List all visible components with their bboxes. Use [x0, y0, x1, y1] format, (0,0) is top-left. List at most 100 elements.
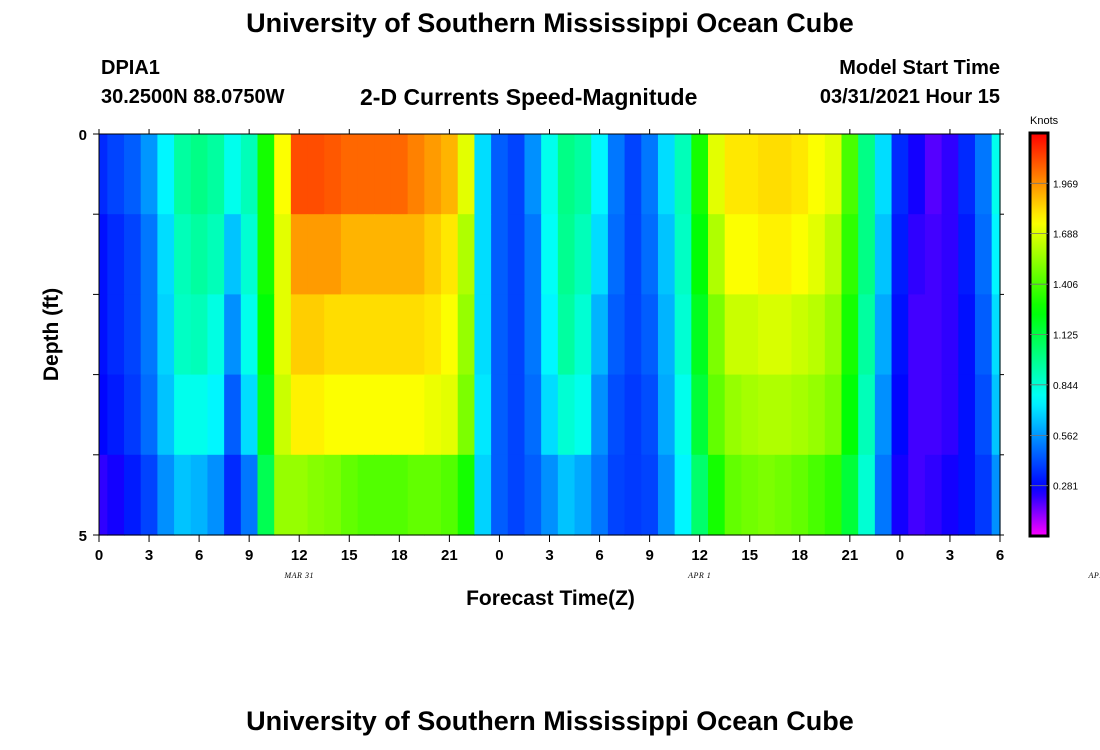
heatmap-cell	[374, 454, 392, 536]
x-tick-label: 6	[996, 547, 1004, 564]
heatmap-cell	[858, 374, 876, 456]
heatmap-cell	[491, 134, 509, 215]
heatmap-cell	[641, 374, 659, 456]
heatmap-cell	[257, 374, 275, 456]
x-tick-label: 9	[245, 547, 253, 564]
heatmap-cell	[858, 294, 876, 376]
heatmap-cell	[741, 214, 759, 295]
heatmap-cell	[574, 214, 592, 295]
heatmap-cell	[758, 134, 776, 215]
x-tick-label: 18	[791, 547, 808, 564]
heatmap-cell	[874, 214, 893, 295]
heatmap-cell	[290, 454, 309, 536]
heatmap-cell	[424, 374, 442, 456]
heatmap-cell	[307, 454, 325, 536]
x-axis-label: Forecast Time(Z)	[466, 587, 635, 610]
heatmap-cell	[541, 134, 559, 215]
heatmap-cell	[724, 294, 742, 376]
heatmap-cell	[808, 454, 826, 536]
heatmap-cell	[674, 214, 692, 295]
heatmap-cell	[524, 294, 542, 376]
heatmap-cell	[424, 214, 442, 295]
heatmap-cell	[991, 374, 1001, 456]
heatmap-cell	[474, 454, 492, 536]
x-tick-label: 15	[741, 547, 758, 564]
heatmap-cell	[290, 374, 309, 456]
heatmap-cell	[541, 294, 559, 376]
heatmap-cell	[874, 134, 893, 215]
heatmap-cell	[357, 134, 375, 215]
heatmap-cells	[99, 134, 1001, 536]
heatmap-cell	[207, 374, 225, 456]
heatmap-cell	[390, 214, 409, 295]
heatmap-cell	[174, 134, 192, 215]
heatmap-cell	[774, 374, 793, 456]
heatmap-cell	[958, 374, 976, 456]
heatmap-cell	[574, 374, 592, 456]
heatmap-cell	[274, 214, 292, 295]
heatmap-cell	[424, 294, 442, 376]
heatmap-cell	[441, 134, 459, 215]
heatmap-cell	[657, 454, 676, 536]
heatmap-cell	[908, 454, 926, 536]
heatmap-cell	[207, 214, 225, 295]
heatmap-cell	[290, 214, 309, 295]
heatmap-cell	[491, 454, 509, 536]
heatmap-cell	[924, 214, 943, 295]
heatmap-cell	[607, 214, 626, 295]
x-tick-label: 3	[946, 547, 954, 564]
heatmap-cell	[858, 214, 876, 295]
heatmap-cell	[507, 294, 526, 376]
heatmap-cell	[340, 214, 359, 295]
model-start-label: Model Start Time	[839, 57, 1000, 79]
heatmap-cell	[641, 134, 659, 215]
heatmap-cell	[257, 294, 275, 376]
heatmap-cell	[307, 374, 325, 456]
heatmap-cell	[307, 214, 325, 295]
heatmap-cell	[474, 134, 492, 215]
heatmap-cell	[357, 374, 375, 456]
heatmap-cell	[274, 134, 292, 215]
heatmap-cell	[808, 374, 826, 456]
heatmap-cell	[991, 454, 1001, 536]
heatmap-cell	[924, 294, 943, 376]
heatmap-cell	[708, 134, 726, 215]
heatmap-cell	[274, 294, 292, 376]
heatmap-cell	[874, 454, 893, 536]
heatmap-cell	[274, 374, 292, 456]
y-tick-label: 0	[79, 127, 87, 144]
x-tick-label: 12	[291, 547, 308, 564]
x-tick-label: 21	[841, 547, 858, 564]
heatmap-cell	[808, 214, 826, 295]
heatmap-cell	[107, 454, 125, 536]
heatmap-cell	[107, 294, 125, 376]
heatmap-cell	[591, 134, 609, 215]
heatmap-cell	[390, 294, 409, 376]
y-tick-label: 5	[79, 528, 87, 545]
heatmap-cell	[407, 294, 425, 376]
heatmap-cell	[140, 454, 158, 536]
heatmap-cell	[791, 134, 809, 215]
heatmap-cell	[224, 134, 242, 215]
heatmap-cell	[674, 454, 692, 536]
heatmap-cell	[557, 374, 576, 456]
heatmap-cell	[474, 294, 492, 376]
heatmap-cell	[99, 374, 108, 456]
heatmap-cell	[708, 214, 726, 295]
heatmap-cell	[357, 214, 375, 295]
colorbar-tick-label: 1.125	[1053, 331, 1078, 342]
heatmap-cell	[190, 214, 209, 295]
heatmap-cell	[657, 374, 676, 456]
heatmap-cell	[908, 374, 926, 456]
heatmap-cell	[224, 214, 242, 295]
heatmap-cell	[708, 294, 726, 376]
heatmap-cell	[491, 294, 509, 376]
heatmap-cell	[174, 454, 192, 536]
heatmap-cell	[374, 214, 392, 295]
heatmap-cell	[624, 294, 642, 376]
heatmap-cell	[724, 454, 742, 536]
heatmap-cell	[958, 454, 976, 536]
heatmap-cell	[657, 134, 676, 215]
heatmap-cell	[157, 374, 175, 456]
heatmap-cell	[324, 374, 342, 456]
